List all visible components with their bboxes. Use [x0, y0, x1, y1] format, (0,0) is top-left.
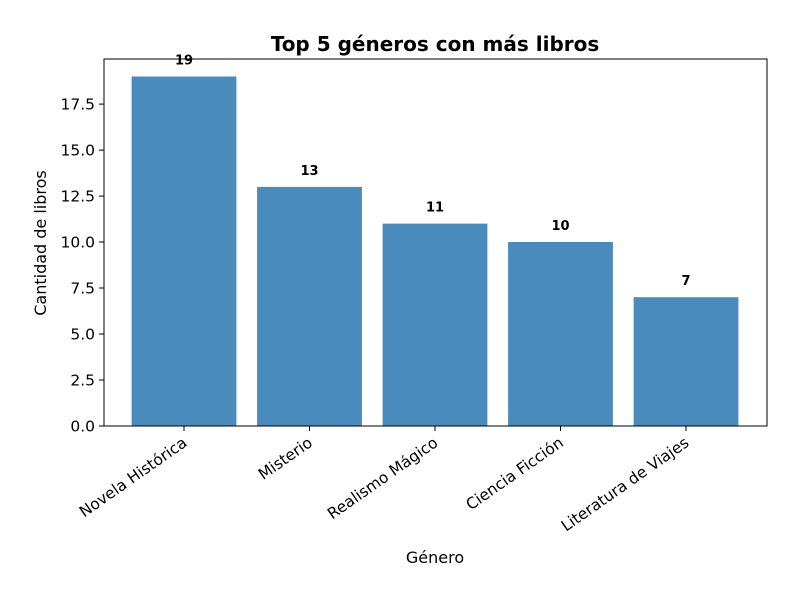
x-tick-label: Literatura de Viajes [558, 434, 692, 536]
y-tick-label: 17.5 [60, 96, 95, 114]
bar [131, 76, 237, 426]
x-tick-label: Novela Histórica [76, 434, 190, 521]
bar [382, 223, 488, 426]
y-tick-label: 12.5 [60, 188, 95, 206]
chart-title: Top 5 géneros con más libros [271, 32, 600, 56]
bar-value-label: 7 [681, 274, 690, 289]
x-axis: Novela Histórica Misterio Realismo Mágico C… [76, 426, 692, 535]
plot-frame [103, 58, 768, 427]
x-tick-label: Ciencia Ficción [463, 434, 567, 514]
x-tick-label: Misterio [255, 434, 316, 484]
y-tick-label: 10.0 [60, 234, 95, 252]
bars-layer: 19 13 11 10 7 [131, 54, 739, 426]
y-tick-label: 7.5 [70, 280, 95, 298]
y-tick-label: 2.5 [70, 372, 95, 390]
y-axis-label: Cantidad de libros [31, 170, 50, 316]
bar [257, 186, 362, 426]
bar [633, 297, 739, 426]
y-tick-label: 0.0 [70, 418, 95, 436]
bar [508, 242, 613, 426]
bar-value-label: 13 [300, 164, 318, 179]
bar-value-label: 19 [175, 54, 193, 69]
bar-value-label: 10 [551, 219, 569, 234]
x-tick-label: Realismo Mágico [324, 434, 441, 523]
y-axis: 0.0 2.5 5.0 7.5 10.0 12.5 15.0 17.5 [60, 96, 104, 436]
y-tick-label: 15.0 [60, 142, 95, 160]
x-axis-label: Género [406, 548, 464, 567]
y-tick-label: 5.0 [70, 326, 95, 344]
bar-value-label: 11 [426, 201, 444, 216]
